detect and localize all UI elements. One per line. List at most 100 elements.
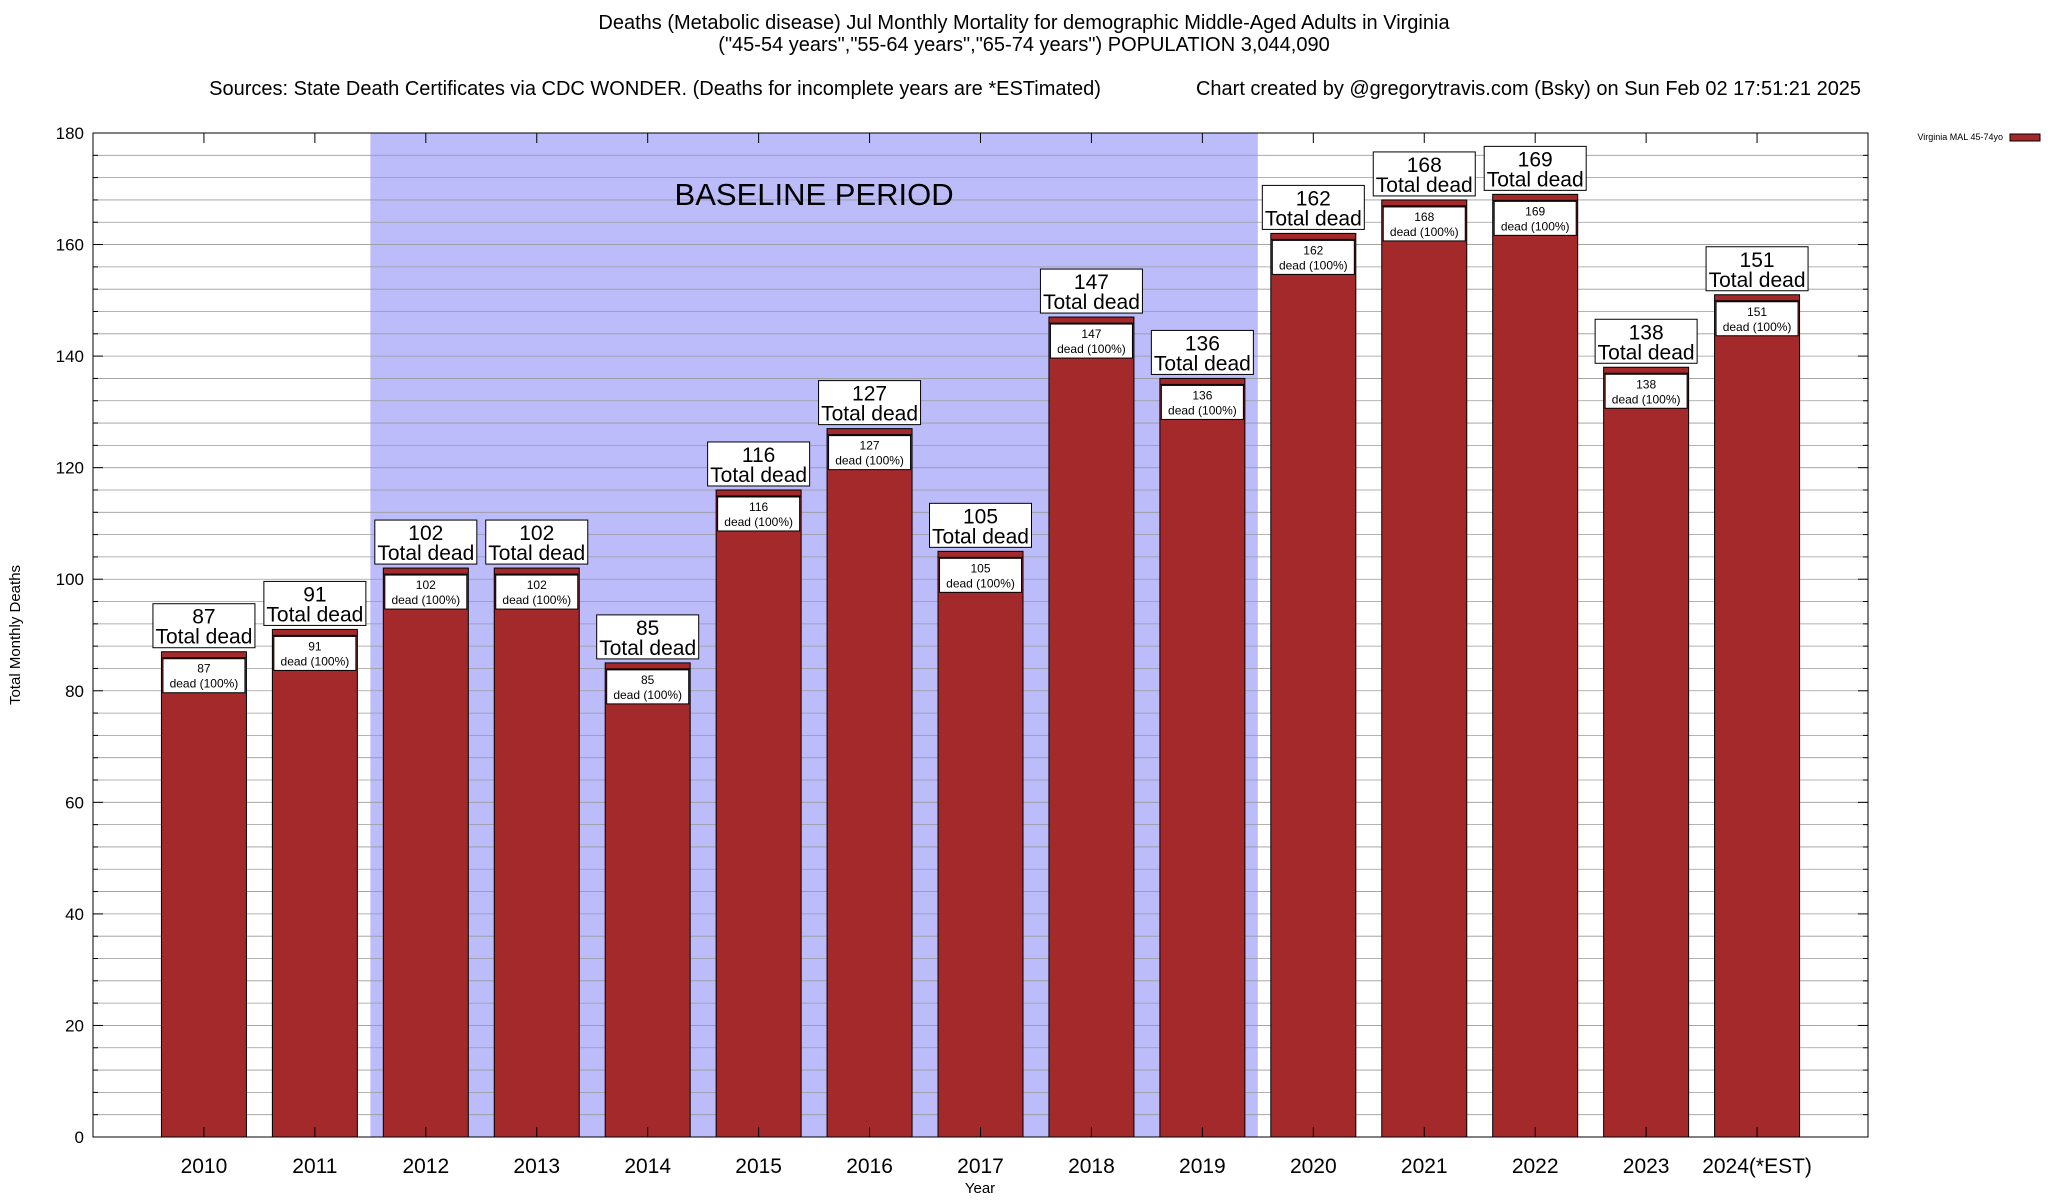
bar-top-value: 138 — [1629, 321, 1664, 344]
bar-inner-value: 102 — [416, 578, 436, 592]
bar-inner-percent: dead (100%) — [1501, 219, 1570, 233]
x-category-label: 2012 — [402, 1155, 449, 1178]
x-axis-title: Year — [965, 1180, 995, 1197]
bar-top-caption: Total dead — [1598, 341, 1695, 364]
y-tick-label: 100 — [56, 570, 84, 589]
y-axis-ticks: 0 20 40 60 80 100 120 140 160 180 — [56, 124, 1868, 1147]
bar-top-label-box — [1261, 184, 1365, 230]
bar-top-caption: Total dead — [377, 542, 474, 565]
bar-top-value: 136 — [1185, 332, 1220, 355]
bar-inner-percent: dead (100%) — [1279, 258, 1348, 272]
bar-inner-label-box — [1382, 206, 1466, 242]
bar-inner-label-box — [1049, 323, 1133, 359]
bar-inner-label-box — [1271, 239, 1355, 275]
bar — [1714, 294, 1801, 1138]
bar-inner-percent: dead (100%) — [1723, 320, 1792, 334]
bar-top-label-box — [485, 519, 589, 565]
y-tick-label: 160 — [56, 236, 84, 255]
bar-inner-percent: dead (100%) — [835, 454, 904, 468]
bar-inner-label-box — [1160, 384, 1244, 420]
bar-top-caption: Total dead — [1376, 174, 1473, 197]
bar-inner-percent: dead (100%) — [724, 515, 793, 529]
x-category-label: 2022 — [1512, 1155, 1559, 1178]
bar-inner-percent: dead (100%) — [613, 688, 682, 702]
bar-top-label-box — [1594, 318, 1698, 364]
x-category-label: 2016 — [846, 1155, 893, 1178]
bar-inner-value: 147 — [1081, 327, 1101, 341]
bar-inner-value: 116 — [749, 500, 768, 514]
x-category-label: 2014 — [624, 1155, 671, 1178]
bar — [1048, 316, 1135, 1138]
bar-inner-label-box — [1604, 373, 1688, 409]
chart-source: Sources: State Death Certificates via CD… — [209, 78, 1101, 100]
bar-top-label-box — [1372, 151, 1476, 197]
bar-inner-label-box — [1715, 301, 1799, 337]
bar-inner-label-box — [495, 574, 579, 610]
bar-top-value: 169 — [1518, 148, 1553, 171]
chart-title: Deaths (Metabolic disease) Jul Monthly M… — [598, 12, 1450, 34]
bar-inner-value: 169 — [1525, 204, 1545, 218]
bar-inner-value: 87 — [197, 662, 211, 676]
bar-top-caption: Total dead — [932, 525, 1029, 548]
y-tick-label: 140 — [56, 347, 84, 366]
bar-top-label-box — [596, 614, 700, 660]
bar-top-label-box — [1150, 329, 1254, 375]
bar-top-value: 102 — [519, 522, 554, 545]
bar-top-caption: Total dead — [1709, 269, 1806, 292]
bar — [1492, 193, 1579, 1138]
x-category-label: 2023 — [1623, 1155, 1670, 1178]
bar-inner-percent: dead (100%) — [281, 654, 350, 668]
bar-top-caption: Total dead — [821, 403, 918, 426]
bar-top-caption: Total dead — [1265, 207, 1362, 230]
bar — [160, 651, 247, 1138]
bar-inner-value: 138 — [1636, 377, 1656, 391]
bar — [1270, 232, 1357, 1138]
bar-inner-label-box — [939, 557, 1022, 593]
bar-inner-percent: dead (100%) — [1390, 225, 1459, 239]
bar-top-label-box — [707, 441, 811, 487]
bar-top-caption: Total dead — [1154, 352, 1251, 375]
y-tick-label: 20 — [65, 1016, 84, 1035]
bar-inner-value: 168 — [1414, 210, 1434, 224]
bar-top-value: 102 — [408, 522, 443, 545]
bar-inner-percent: dead (100%) — [170, 677, 239, 691]
y-tick-label: 0 — [75, 1128, 84, 1147]
x-category-label: 2019 — [1179, 1155, 1226, 1178]
bar-inner-label-box — [717, 496, 801, 532]
bar-inner-value: 105 — [970, 561, 990, 575]
legend: Virginia MAL 45-74yo — [1917, 132, 2041, 142]
bar-top-label-box — [1705, 246, 1809, 292]
bar — [1381, 199, 1468, 1138]
legend-swatch — [2009, 133, 2041, 142]
bar-top-value: 151 — [1740, 249, 1775, 272]
y-tick-label: 180 — [56, 124, 84, 143]
bar-inner-value: 136 — [1192, 388, 1212, 402]
bar — [604, 662, 691, 1138]
bar-inner-value: 127 — [860, 439, 880, 453]
bar-top-label-box — [929, 502, 1032, 548]
bar-inner-value: 85 — [641, 673, 655, 687]
bar-inner-value: 162 — [1303, 243, 1323, 257]
bar-top-value: 127 — [852, 383, 887, 406]
bar-top-caption: Total dead — [1487, 168, 1584, 191]
bar-inner-label-box — [162, 658, 246, 694]
bar-top-value: 168 — [1407, 154, 1442, 177]
bar — [715, 489, 802, 1138]
bar-inner-percent: dead (100%) — [946, 576, 1015, 590]
bar-top-value: 105 — [963, 505, 998, 528]
y-tick-label: 120 — [56, 459, 84, 478]
bar-inner-label-box — [828, 435, 912, 471]
x-category-label: 2017 — [957, 1155, 1004, 1178]
bar-inner-percent: dead (100%) — [391, 593, 460, 607]
y-tick-label: 60 — [65, 793, 84, 812]
x-category-label: 2018 — [1068, 1155, 1115, 1178]
bar-inner-value: 102 — [527, 578, 547, 592]
x-axis-ticks: 2010 2011 2012 2013 2014 2015 2016 2017 2018 2019… — [181, 133, 1812, 1178]
chart-subtitle: ("45-54 years","55-64 years","65-74 year… — [718, 34, 1330, 56]
bar — [1159, 377, 1246, 1138]
bar — [382, 567, 469, 1138]
bar-top-caption: Total dead — [599, 637, 696, 660]
x-category-label: 2020 — [1290, 1155, 1337, 1178]
x-category-label: 2010 — [181, 1155, 228, 1178]
